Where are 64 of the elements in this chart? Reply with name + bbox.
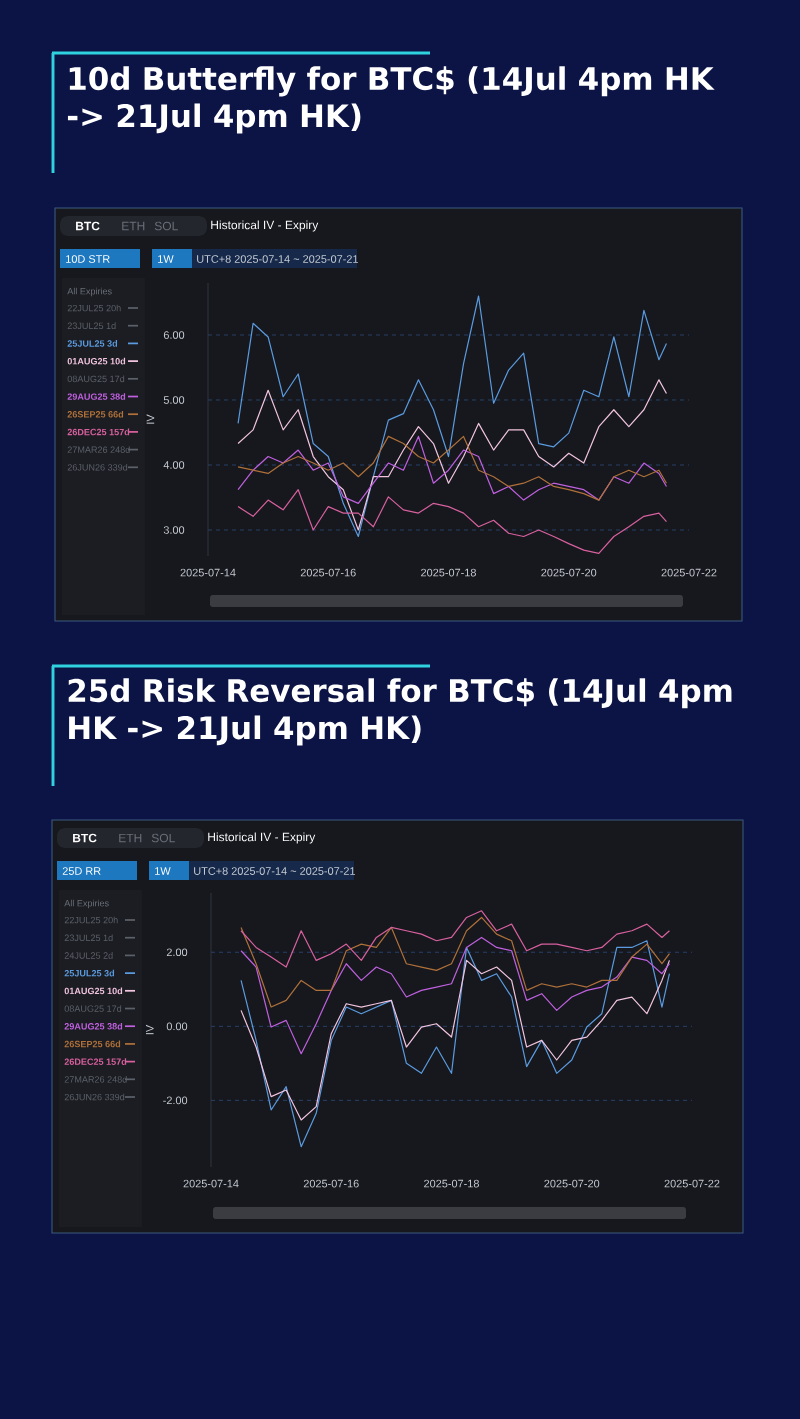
x-tick-label: 2025-07-18 bbox=[424, 1179, 479, 1188]
line-series bbox=[237, 489, 668, 554]
legend-label: 22JUL25 20h bbox=[64, 916, 118, 924]
text: UTC+8 2025-07-14 ~ 2025-07-21 bbox=[194, 867, 355, 875]
y-axis-title: IV bbox=[146, 1024, 154, 1035]
text: All Expiries bbox=[67, 287, 112, 297]
x-tick-label: 2025-07-20 bbox=[544, 1179, 600, 1188]
legend-label: 25JUL25 3d bbox=[64, 969, 115, 977]
chart-title: 10d Butterfly for BTC$ (14Jul 4pm HK -> 21Jul 4pm HK) bbox=[67, 66, 715, 134]
line-series bbox=[237, 295, 668, 538]
x-tick-label: 2025-07-22 bbox=[664, 1179, 720, 1188]
legend-label: 26JUN26 339d bbox=[67, 463, 128, 471]
text: SOL bbox=[151, 833, 175, 843]
y-tick-label: 5.00 bbox=[163, 396, 185, 404]
legend-label: 26DEC25 157d bbox=[64, 1058, 127, 1065]
y-tick-label: 6.00 bbox=[163, 331, 185, 339]
y-tick-label: 0.00 bbox=[166, 1022, 188, 1031]
chart-title: 25d Risk Reversal for BTC$ (14Jul 4pm HK -> 21Jul 4pm HK) bbox=[68, 678, 732, 746]
text: 1W bbox=[155, 867, 171, 875]
legend-label: 23JUL25 1d bbox=[64, 934, 113, 942]
legend-label: 26SEP25 66d bbox=[64, 1040, 121, 1048]
legend-label: 23JUL25 1d bbox=[67, 322, 116, 330]
text: UTC+8 2025-07-14 ~ 2025-07-21 bbox=[197, 255, 358, 263]
line-series bbox=[240, 916, 671, 1008]
legend-label: 25JUL25 3d bbox=[67, 340, 118, 347]
legend-label: 26SEP25 66d bbox=[67, 410, 124, 418]
line-series bbox=[240, 959, 671, 1121]
text: 1W bbox=[158, 255, 174, 263]
text: 25D RR bbox=[62, 867, 101, 875]
text: ETH bbox=[119, 833, 142, 843]
x-tick-label: 2025-07-16 bbox=[300, 568, 356, 577]
x-tick-label: 2025-07-22 bbox=[661, 568, 717, 577]
legend-label: 08AUG25 17d bbox=[67, 375, 125, 383]
legend-label: 27MAR26 248d bbox=[64, 1075, 127, 1083]
x-tick-label: 2025-07-18 bbox=[421, 568, 476, 577]
text: BTC bbox=[76, 221, 100, 231]
text: 10D STR bbox=[66, 255, 110, 263]
legend-label: 01AUG25 10d bbox=[67, 357, 126, 365]
legend-label: 26DEC25 157d bbox=[67, 428, 130, 436]
x-tick-label: 2025-07-16 bbox=[303, 1179, 359, 1188]
text: ETH bbox=[122, 221, 145, 231]
legend-label: 29AUG25 38d bbox=[64, 1022, 123, 1030]
legend-label: 27MAR26 248d bbox=[67, 446, 130, 453]
y-tick-label: 4.00 bbox=[163, 461, 185, 469]
y-tick-label: 3.00 bbox=[163, 526, 185, 534]
legend-label: 22JUL25 20h bbox=[67, 304, 121, 312]
legend-label: 08AUG25 17d bbox=[64, 1005, 122, 1012]
line-series bbox=[240, 910, 671, 968]
legend-label: 26JUN26 339d bbox=[64, 1093, 125, 1101]
text: BTC bbox=[73, 833, 97, 843]
text: SOL bbox=[154, 221, 178, 231]
text: All Expiries bbox=[64, 899, 109, 909]
legend-label: 29AUG25 38d bbox=[67, 393, 126, 400]
y-axis-title: IV bbox=[146, 414, 155, 424]
x-tick-label: 2025-07-14 bbox=[180, 568, 236, 577]
line-series bbox=[237, 379, 668, 531]
x-tick-label: 2025-07-14 bbox=[183, 1179, 239, 1188]
line-series bbox=[240, 936, 671, 1055]
y-tick-label: -2.00 bbox=[163, 1096, 188, 1105]
y-tick-label: 2.00 bbox=[166, 948, 188, 957]
legend-label: 01AUG25 10d bbox=[64, 987, 123, 995]
x-tick-label: 2025-07-20 bbox=[541, 568, 597, 577]
text: Historical IV - Expiry bbox=[208, 832, 316, 844]
text: Historical IV - Expiry bbox=[211, 220, 319, 232]
